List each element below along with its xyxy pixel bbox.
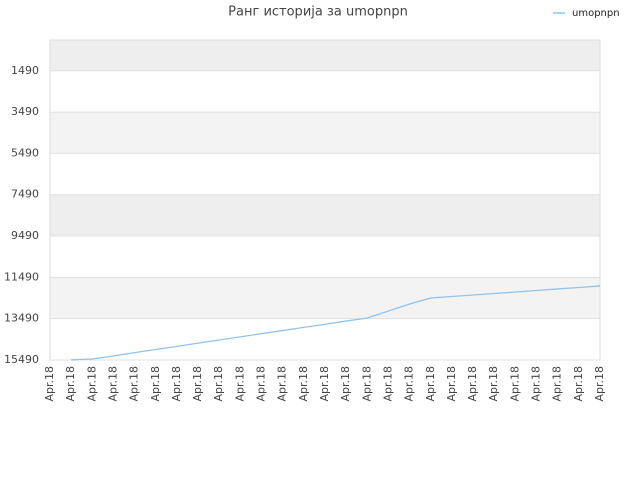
- y-tick-label: 15490: [4, 353, 39, 366]
- x-tick-label: Apr.18: [170, 366, 183, 402]
- x-tick-label: Apr.18: [255, 366, 268, 402]
- x-tick-label: Apr.18: [276, 366, 289, 402]
- x-tick-label: Apr.18: [551, 366, 564, 402]
- x-tick-label: Apr.18: [530, 366, 543, 402]
- x-tick-label: Apr.18: [487, 366, 500, 402]
- grid-band: [50, 194, 600, 237]
- grid-band: [50, 112, 600, 154]
- x-tick-label: Apr.18: [424, 366, 437, 402]
- y-tick-label: 1490: [11, 64, 39, 77]
- x-tick-label: Apr.18: [445, 366, 458, 402]
- x-tick-label: Apr.18: [403, 366, 416, 402]
- x-tick-label: Apr.18: [508, 366, 521, 402]
- x-tick-label: Apr.18: [149, 366, 162, 402]
- x-tick-label: Apr.18: [339, 366, 352, 402]
- y-tick-label: 5490: [11, 146, 39, 159]
- y-tick-label: 3490: [11, 105, 39, 118]
- x-tick-label: Apr.18: [593, 366, 606, 402]
- x-tick-label: Apr.18: [466, 366, 479, 402]
- grid-band: [50, 70, 600, 113]
- y-tick-label: 7490: [11, 188, 39, 201]
- x-tick-label: Apr.18: [191, 366, 204, 402]
- x-tick-label: Apr.18: [212, 366, 225, 402]
- x-tick-label: Apr.18: [233, 366, 246, 402]
- grid-band: [50, 40, 600, 71]
- x-tick-label: Apr.18: [64, 366, 77, 402]
- x-tick-label: Apr.18: [43, 366, 56, 402]
- x-tick-label: Apr.18: [297, 366, 310, 402]
- x-tick-label: Apr.18: [381, 366, 394, 402]
- x-tick-label: Apr.18: [572, 366, 585, 402]
- legend-label: umopnpn: [572, 8, 620, 19]
- y-tick-label: 11490: [4, 270, 39, 283]
- chart-title: Ранг историја за umopnpn: [228, 5, 408, 20]
- y-tick-label: 13490: [4, 312, 39, 325]
- line: [71, 285, 601, 361]
- grid-band: [50, 277, 600, 319]
- x-tick-label: Apr.18: [318, 366, 331, 402]
- x-tick-label: Apr.18: [85, 366, 98, 402]
- x-tick-label: Apr.18: [128, 366, 141, 402]
- grid-band: [50, 153, 600, 195]
- grid-band: [50, 236, 600, 278]
- x-tick-label: Apr.18: [106, 366, 119, 402]
- x-tick-label: Apr.18: [360, 366, 373, 402]
- y-tick-label: 9490: [11, 229, 39, 242]
- grid-band: [50, 318, 600, 360]
